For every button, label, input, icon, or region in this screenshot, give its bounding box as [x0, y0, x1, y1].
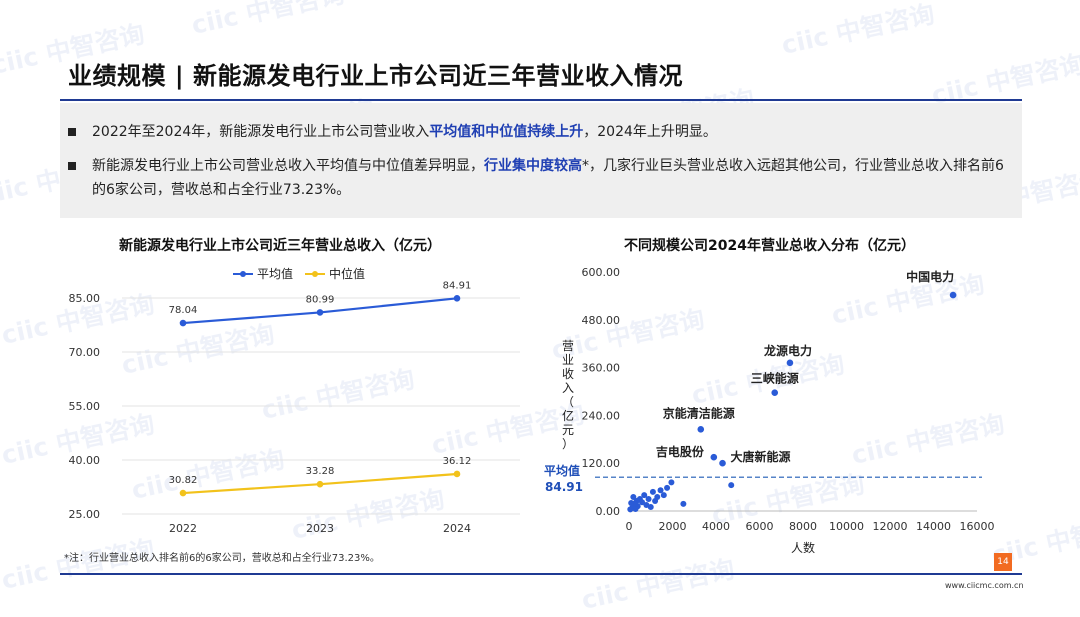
- x-tick-label: 16000: [960, 520, 995, 533]
- scatter-point: [641, 492, 648, 499]
- scatter-point: [664, 484, 671, 491]
- x-tick-label: 0: [626, 520, 633, 533]
- line-chart-title: 新能源发电行业上市公司近三年营业总收入（亿元）: [119, 238, 441, 254]
- y-tick-label: 70.00: [69, 346, 101, 359]
- y-tick-label: 600.00: [582, 266, 621, 279]
- x-tick-label: 4000: [702, 520, 730, 533]
- y-tick-label: 0.00: [596, 505, 621, 518]
- scatter-point: [645, 496, 652, 503]
- scatter-point: [697, 426, 705, 433]
- reference-line-label: 平均值: [544, 463, 580, 478]
- point-label: 三峡能源: [751, 371, 799, 386]
- watermark: ciic 中智咨询: [778, 0, 938, 60]
- y-axis-title-char: 入: [562, 381, 574, 395]
- scatter-point: [680, 500, 687, 507]
- data-label: 80.99: [306, 294, 335, 305]
- y-axis-title-char: 元: [562, 423, 574, 437]
- x-tick-label: 10000: [829, 520, 864, 533]
- point-label: 吉电股份: [656, 444, 705, 459]
- legend-label: 平均值: [257, 266, 293, 281]
- website-url: www.ciicmc.com.cn: [945, 581, 1024, 590]
- y-axis-title-char: 亿: [562, 408, 574, 423]
- scatter-point: [786, 359, 794, 367]
- page-number: 14: [994, 553, 1012, 571]
- y-tick-label: 55.00: [69, 400, 101, 413]
- page-title: 业绩规模 | 新能源发电行业上市公司近三年营业收入情况: [68, 62, 683, 90]
- scatter-point: [719, 459, 726, 467]
- data-point: [453, 470, 461, 478]
- point-label: 京能清洁能源: [663, 405, 735, 420]
- scatter-point: [649, 488, 656, 495]
- line-chart: 85.00 70.00 55.00 40.00 25.00 2022 2023 2024 78.…: [69, 266, 520, 535]
- point-label: 中国电力: [906, 269, 954, 284]
- data-label: 36.12: [443, 456, 472, 467]
- scatter-chart-title: 不同规模公司2024年营业总收入分布（亿元）: [624, 238, 915, 254]
- y-axis-title-char: （: [562, 395, 574, 409]
- scatter-point: [643, 502, 650, 509]
- data-point: [179, 489, 187, 497]
- scatter-point: [652, 498, 659, 505]
- y-tick-label: 40.00: [69, 454, 101, 467]
- data-point: [453, 295, 461, 302]
- footer-divider: [60, 573, 1022, 575]
- y-tick-label: 120.00: [582, 457, 621, 470]
- y-tick-label: 240.00: [582, 409, 621, 422]
- data-point: [316, 309, 324, 316]
- scatter-point: [627, 506, 634, 513]
- y-tick-label: 85.00: [69, 292, 101, 305]
- data-point: [179, 319, 187, 327]
- y-axis-title-char: 收: [562, 367, 574, 381]
- summary-bullet-2: 新能源发电行业上市公司营业总收入平均值与中位值差异明显，行业集中度较高*，几家行…: [68, 154, 1016, 202]
- x-tick-label: 2024: [443, 522, 471, 535]
- title-divider: [60, 99, 1022, 101]
- scatter-point: [710, 453, 718, 461]
- scatter-point: [628, 500, 635, 507]
- y-axis-title-char: 营: [562, 339, 574, 353]
- scatter-chart: 600.00 480.00 360.00 240.00 120.00 0.00 0 2000 4…: [544, 266, 995, 555]
- scatter-point: [660, 492, 667, 499]
- x-tick-label: 2023: [306, 522, 334, 535]
- legend-marker: [312, 271, 318, 277]
- data-label: 78.04: [169, 305, 198, 316]
- x-axis-title: 人数: [791, 540, 815, 555]
- y-tick-label: 480.00: [582, 314, 621, 327]
- x-tick-label: 12000: [873, 520, 908, 533]
- footnote: *注：行业营业总收入排名前6的6家公司，营收总和占全行业73.23%。: [64, 553, 380, 564]
- watermark: ciic 中智咨询: [928, 49, 1080, 110]
- data-label: 84.91: [443, 280, 472, 291]
- x-tick-label: 2022: [169, 522, 197, 535]
- watermark: ciic 中智咨询: [188, 0, 348, 40]
- bullet-square-icon: [68, 128, 76, 136]
- summary-bullet-1: 2022年至2024年，新能源发电行业上市公司营业收入平均值和中位值持续上升，2…: [68, 120, 1016, 144]
- scatter-point: [630, 494, 637, 501]
- reference-line-value: 84.91: [545, 480, 583, 494]
- y-tick-label: 25.00: [69, 508, 101, 521]
- scatter-point: [949, 291, 957, 299]
- bullet-square-icon: [68, 162, 76, 170]
- x-tick-label: 14000: [916, 520, 951, 533]
- data-point: [316, 480, 324, 488]
- x-tick-label: 8000: [789, 520, 817, 533]
- x-tick-label: 6000: [746, 520, 774, 533]
- legend-marker: [240, 271, 246, 277]
- point-label: 大唐新能源: [731, 449, 791, 464]
- x-tick-label: 2000: [659, 520, 687, 533]
- point-label: 龙源电力: [764, 343, 812, 358]
- scatter-point: [771, 389, 779, 396]
- legend-label: 中位值: [329, 266, 365, 281]
- scatter-point: [728, 482, 735, 489]
- scatter-point: [668, 479, 675, 486]
- summary-box: 2022年至2024年，新能源发电行业上市公司营业收入平均值和中位值持续上升，2…: [60, 103, 1022, 218]
- scatter-point: [657, 487, 664, 494]
- y-axis-title-char: 业: [562, 353, 574, 367]
- y-axis-title-char: ）: [562, 437, 574, 451]
- data-label: 30.82: [169, 475, 198, 486]
- data-label: 33.28: [306, 466, 335, 477]
- y-tick-label: 360.00: [582, 362, 621, 375]
